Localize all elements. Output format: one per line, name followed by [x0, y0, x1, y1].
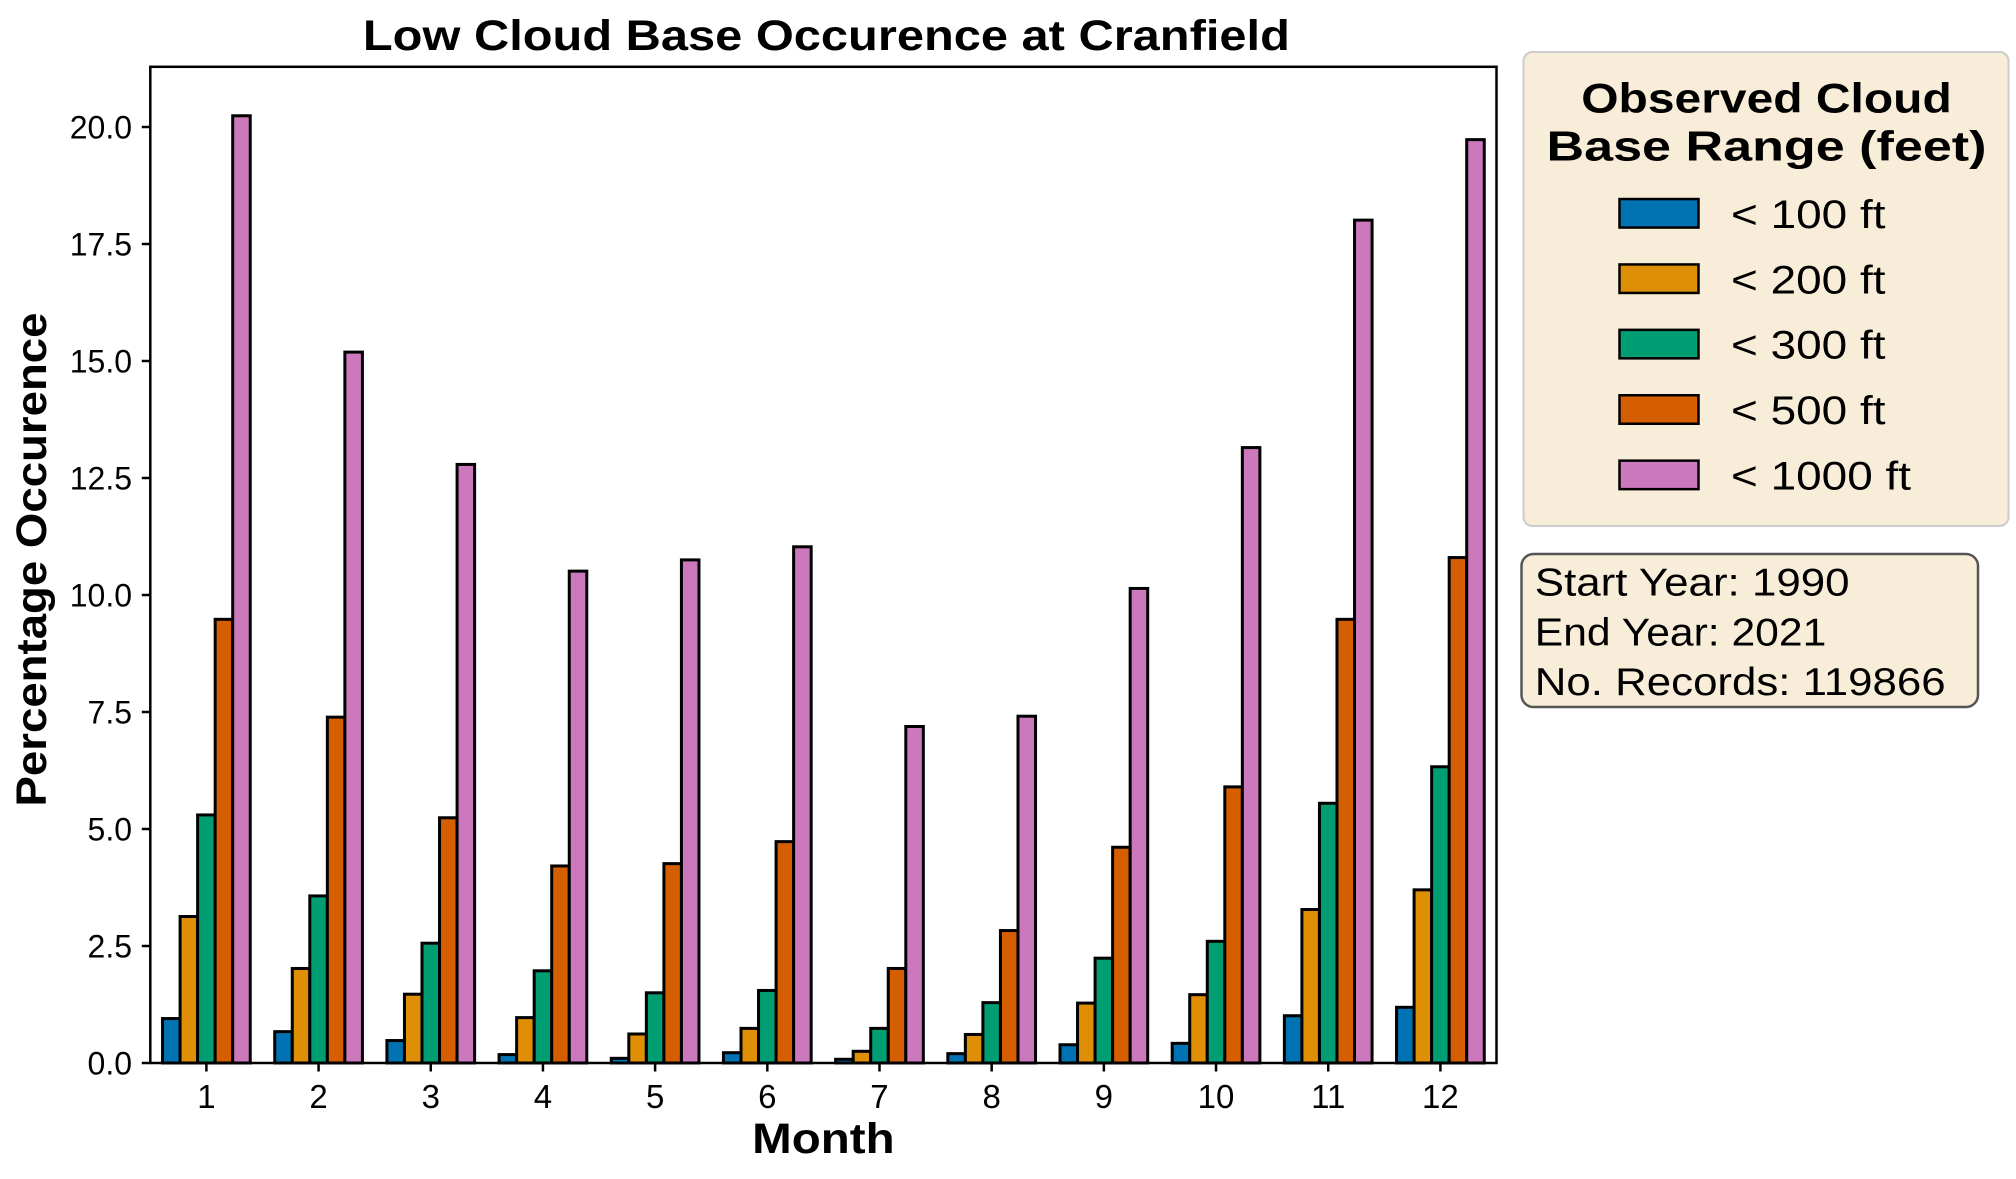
svg-text:2.5: 2.5 [88, 928, 132, 964]
svg-text:< 300 ft: < 300 ft [1731, 324, 1886, 368]
svg-text:11: 11 [1311, 1078, 1345, 1115]
svg-text:< 100 ft: < 100 ft [1731, 193, 1886, 237]
svg-text:9: 9 [1095, 1078, 1113, 1115]
svg-text:5: 5 [646, 1078, 664, 1115]
svg-text:10: 10 [1198, 1078, 1235, 1115]
svg-text:< 500 ft: < 500 ft [1731, 389, 1886, 433]
svg-text:12: 12 [1422, 1078, 1459, 1115]
svg-text:Month: Month [752, 1115, 895, 1163]
svg-text:15.0: 15.0 [70, 343, 132, 379]
svg-text:8: 8 [982, 1078, 1000, 1115]
svg-text:6: 6 [758, 1078, 776, 1115]
svg-text:2: 2 [309, 1078, 327, 1115]
svg-text:No. Records: 119866: No. Records: 119866 [1535, 661, 1946, 704]
svg-text:1: 1 [197, 1078, 215, 1115]
svg-text:0.0: 0.0 [88, 1045, 132, 1081]
svg-text:20.0: 20.0 [70, 109, 132, 145]
svg-text:Base Range (feet): Base Range (feet) [1547, 122, 1987, 169]
svg-text:7.5: 7.5 [88, 694, 132, 730]
svg-text:< 200 ft: < 200 ft [1731, 258, 1886, 302]
svg-text:Percentage Occurence: Percentage Occurence [8, 313, 56, 807]
svg-text:Start Year: 1990: Start Year: 1990 [1535, 562, 1850, 605]
svg-text:10.0: 10.0 [70, 577, 132, 613]
svg-text:< 1000 ft: < 1000 ft [1731, 455, 1911, 499]
svg-text:Observed Cloud: Observed Cloud [1581, 74, 1952, 121]
svg-text:12.5: 12.5 [70, 460, 132, 496]
svg-text:17.5: 17.5 [70, 226, 132, 262]
svg-text:7: 7 [870, 1078, 888, 1115]
svg-text:5.0: 5.0 [88, 811, 132, 847]
svg-text:4: 4 [534, 1078, 552, 1115]
svg-text:Low Cloud Base Occurence at Cr: Low Cloud Base Occurence at Cranfield [363, 12, 1290, 60]
svg-text:End Year: 2021: End Year: 2021 [1535, 611, 1827, 654]
svg-text:3: 3 [422, 1078, 440, 1115]
